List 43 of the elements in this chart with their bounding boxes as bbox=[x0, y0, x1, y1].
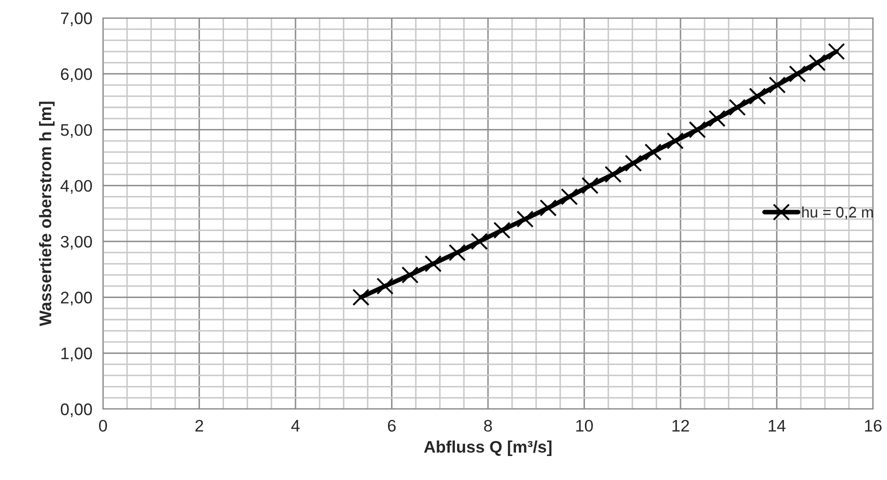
point bbox=[470, 232, 488, 250]
y-axis-title: Wassertiefe oberstrom h [m] bbox=[39, 102, 55, 326]
y-tick-label: 6,00 bbox=[60, 68, 92, 82]
point bbox=[448, 244, 466, 262]
point bbox=[728, 98, 746, 116]
point bbox=[644, 144, 662, 161]
point bbox=[828, 42, 845, 60]
point bbox=[788, 65, 806, 82]
x-tick-label: 0 bbox=[99, 420, 107, 432]
x-tick-label: 8 bbox=[484, 420, 492, 432]
legend-label: hu = 0,2 m bbox=[802, 206, 873, 220]
point bbox=[708, 110, 726, 128]
point bbox=[376, 278, 394, 295]
y-tick-label: 2,00 bbox=[60, 292, 92, 306]
point bbox=[748, 88, 766, 105]
point bbox=[560, 188, 578, 206]
y-tick-label: 7,00 bbox=[61, 12, 92, 26]
x-tick-label: 2 bbox=[195, 420, 204, 432]
point bbox=[581, 177, 599, 194]
x-tick-label: 14 bbox=[768, 420, 786, 432]
x-axis-title: Abfluss Q [m³/s] bbox=[424, 440, 552, 456]
point bbox=[516, 210, 534, 228]
point bbox=[352, 288, 370, 306]
point bbox=[604, 166, 622, 183]
point bbox=[666, 132, 684, 150]
x-tick-label: 16 bbox=[865, 420, 882, 432]
point bbox=[493, 222, 510, 239]
point bbox=[424, 255, 442, 272]
y-tick-label: 4,00 bbox=[60, 180, 92, 194]
x-tick-label: 12 bbox=[672, 420, 689, 432]
x-tick-label: 4 bbox=[291, 420, 300, 432]
y-tick-label: 0,00 bbox=[60, 403, 92, 418]
point bbox=[768, 76, 786, 94]
point bbox=[624, 154, 642, 172]
x-tick-label: 6 bbox=[388, 420, 396, 432]
point bbox=[808, 54, 826, 72]
point bbox=[401, 266, 419, 284]
y-tick-label: 1,00 bbox=[61, 348, 92, 362]
y-tick-label: 5,00 bbox=[60, 124, 92, 138]
x-tick-label: 10 bbox=[576, 420, 593, 432]
point bbox=[540, 199, 557, 216]
y-tick-label: 3,00 bbox=[60, 236, 92, 250]
point bbox=[688, 121, 706, 138]
